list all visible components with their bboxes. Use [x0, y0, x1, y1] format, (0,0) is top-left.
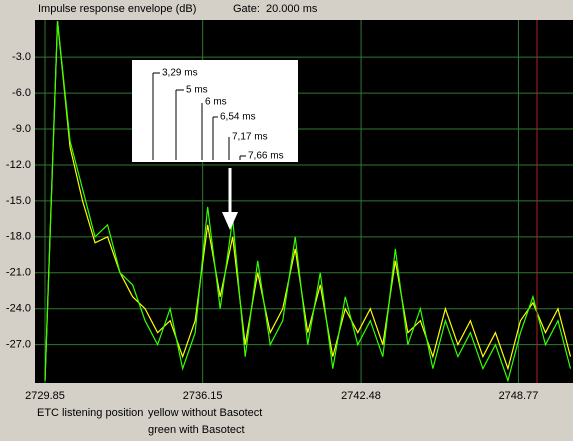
y-tick-label: -9.0: [12, 123, 31, 135]
chart-title: Impulse response envelope (dB): [38, 3, 196, 15]
arrow: [222, 168, 238, 230]
y-tick-label: -27.0: [6, 339, 31, 351]
series-line: [44, 21, 572, 381]
x-tick-label: 2729.85: [25, 390, 65, 402]
annotation-label: 7,17 ms: [232, 132, 268, 143]
note: yellow without Basotect: [148, 407, 262, 419]
gate-label: Gate: 20.000 ms: [233, 3, 318, 15]
y-tick-label: -21.0: [6, 267, 31, 279]
annotation-label: 5 ms: [186, 85, 208, 96]
y-tick-label: -3.0: [12, 51, 31, 63]
annotation-lines: [152, 72, 246, 160]
y-tick-label: -12.0: [6, 159, 31, 171]
plot-area: [35, 20, 573, 383]
series-line: [44, 21, 572, 383]
traces: [44, 21, 572, 383]
x-tick-label: 2742.48: [341, 390, 381, 402]
y-tick-label: -15.0: [6, 195, 31, 207]
annotation-box: 3,29 ms 5 ms 6 ms 6,54 ms 7,17 ms 7,66 m…: [132, 60, 298, 162]
note: ETC listening position: [37, 407, 143, 419]
note: green with Basotect: [148, 424, 245, 436]
annotation-label: 6,54 ms: [220, 112, 256, 123]
annotation-label: 6 ms: [205, 97, 227, 108]
annotation-label: 7,66 ms: [248, 151, 284, 162]
y-tick-label: -24.0: [6, 303, 31, 315]
annotation-label: 3,29 ms: [162, 68, 198, 79]
x-tick-label: 2748.77: [499, 390, 539, 402]
x-tick-label: 2736.15: [183, 390, 223, 402]
y-tick-label: -6.0: [12, 87, 31, 99]
annotation-background: [132, 60, 298, 162]
y-tick-label: -18.0: [6, 231, 31, 243]
